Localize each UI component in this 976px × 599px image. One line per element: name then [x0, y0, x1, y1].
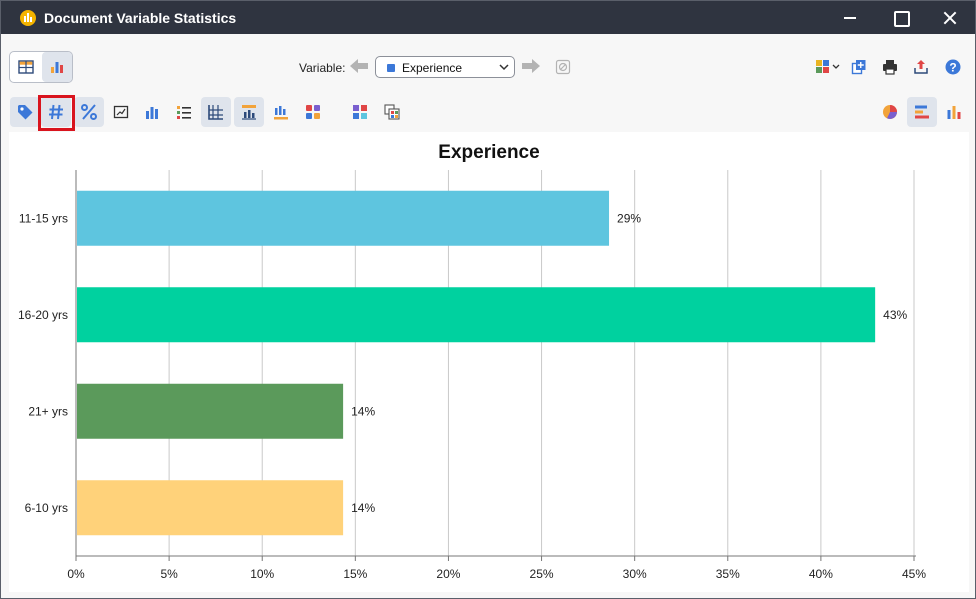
chart-title: Experience [438, 142, 540, 163]
chevron-down-icon [499, 64, 509, 71]
chart-view-icon [51, 62, 63, 73]
table-view-icon [18, 60, 34, 74]
horizontal-bar-button[interactable] [907, 97, 937, 127]
show-labels-button[interactable] [10, 97, 40, 127]
previous-variable-icon[interactable] [349, 58, 369, 74]
bar [77, 287, 876, 343]
next-variable-icon[interactable] [521, 58, 541, 74]
x-tick-label: 10% [250, 567, 274, 581]
x-tick-label: 35% [716, 567, 740, 581]
chart-title-button[interactable] [234, 97, 264, 127]
table-view-button[interactable] [11, 52, 41, 82]
color-settings-button[interactable] [377, 97, 407, 127]
grid-icon [208, 105, 223, 120]
copy-icon [851, 60, 866, 75]
color-palette-icon [816, 60, 840, 73]
help-icon: ? [945, 59, 961, 75]
svg-text:?: ? [949, 61, 956, 75]
statistics-icon [20, 10, 36, 26]
filter-off-icon[interactable] [555, 59, 571, 75]
x-tick-label: 0% [67, 567, 85, 581]
category-label: 11-15 yrs [19, 211, 68, 225]
x-tick-label: 30% [623, 567, 647, 581]
minimize-button[interactable] [825, 1, 875, 34]
hash-icon [49, 104, 63, 120]
colors-menu-button[interactable] [811, 52, 845, 82]
tag-icon [18, 105, 33, 120]
bar [77, 190, 610, 246]
multicolor-button[interactable] [298, 97, 328, 127]
bar-chart: 0% 5% 10% 15% 20% 25% 30% 35% 40% 45% 11-15 yrs 29%… [18, 170, 926, 581]
percent-icon [81, 104, 97, 120]
pie-chart-button[interactable] [875, 97, 905, 127]
printer-icon [883, 60, 897, 75]
chart-area: Experience 0% 5% 10% 15% 20% 25% 30% 35% 40% 45% 1… [9, 132, 969, 592]
vertical-bar-icon [947, 106, 961, 119]
list-icon [177, 106, 191, 119]
export-button[interactable] [906, 52, 936, 82]
list-button[interactable] [169, 97, 199, 127]
x-tick-label: 25% [530, 567, 554, 581]
counts-button[interactable] [41, 97, 71, 127]
multicolor-icon [306, 105, 320, 119]
print-button[interactable] [875, 52, 905, 82]
close-button[interactable] [925, 1, 975, 34]
view-mode-toggle [9, 51, 73, 83]
pie-chart-icon [883, 105, 897, 119]
x-tick-label: 5% [160, 567, 178, 581]
chart-title-icon [242, 105, 256, 120]
column-chart-button[interactable] [137, 97, 167, 127]
vertical-bar-button[interactable] [939, 97, 969, 127]
legend-icon [274, 106, 288, 120]
percent-button[interactable] [74, 97, 104, 127]
title-bar: Document Variable Statistics [1, 1, 975, 34]
data-label: 43% [883, 308, 907, 322]
copy-button[interactable] [844, 52, 874, 82]
data-label: 14% [351, 404, 375, 418]
bar [77, 480, 344, 536]
bar [77, 383, 344, 439]
help-button[interactable]: ? [938, 52, 968, 82]
color-settings-icon [384, 104, 400, 120]
axis-scale-icon [113, 105, 129, 119]
x-tick-label: 20% [436, 567, 460, 581]
scale-button[interactable] [106, 97, 136, 127]
x-tick-label: 45% [902, 567, 926, 581]
variable-select-value: Experience [402, 61, 463, 75]
data-label: 29% [617, 211, 641, 225]
maximize-button[interactable] [875, 1, 925, 34]
gridlines-button[interactable] [201, 97, 231, 127]
category-label: 16-20 yrs [18, 308, 68, 322]
chart-view-button[interactable] [42, 52, 72, 82]
x-tick-label: 40% [809, 567, 833, 581]
window-title: Document Variable Statistics [44, 10, 237, 26]
palette-button[interactable] [345, 97, 375, 127]
variable-label: Variable: [299, 61, 346, 75]
palette-icon [353, 105, 367, 119]
horizontal-bar-icon [915, 105, 929, 119]
variable-select[interactable]: Experience [375, 56, 515, 78]
export-icon [914, 60, 928, 74]
variable-color-swatch [387, 64, 395, 72]
column-chart-icon [146, 107, 158, 119]
legend-button[interactable] [266, 97, 296, 127]
category-label: 21+ yrs [28, 404, 68, 418]
category-label: 6-10 yrs [25, 501, 68, 515]
data-label: 14% [351, 501, 375, 515]
x-tick-label: 15% [343, 567, 367, 581]
